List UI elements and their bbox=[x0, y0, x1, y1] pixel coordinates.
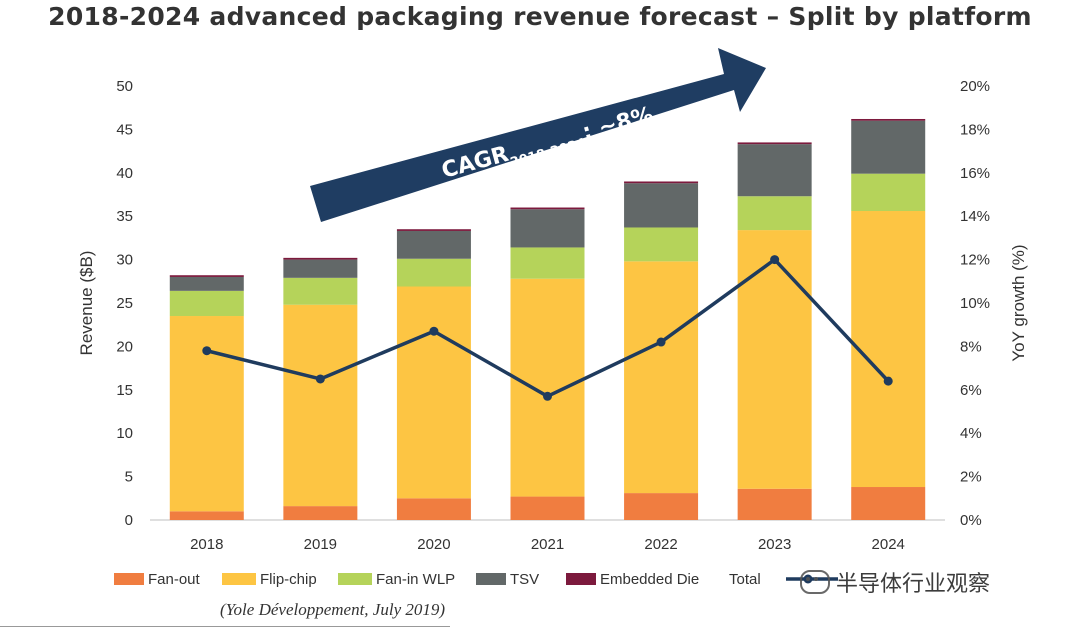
y-tick-label: 45 bbox=[116, 121, 133, 138]
bar-segment-flip-chip bbox=[851, 210, 926, 488]
y-tick-label: 35 bbox=[116, 208, 133, 225]
legend-swatch bbox=[338, 573, 372, 585]
y2-tick-label: 16% bbox=[960, 165, 990, 182]
legend-label: Embedded Die bbox=[600, 571, 699, 588]
y-tick-label: 20 bbox=[116, 338, 133, 355]
watermark-text: 半导体行业观察 bbox=[836, 572, 991, 597]
y-tick-label: 25 bbox=[116, 295, 133, 312]
y-axis-title: Revenue ($B) bbox=[77, 251, 96, 356]
bar-segment-tsv bbox=[169, 276, 244, 291]
chart-title: 2018-2024 advanced packaging revenue for… bbox=[48, 2, 1032, 31]
bar-segment-fan-in-wlp bbox=[624, 227, 699, 262]
legend-swatch bbox=[114, 573, 144, 585]
bar-segment-fan-out bbox=[283, 506, 358, 520]
y-tick-label: 5 bbox=[125, 469, 133, 486]
x-tick-label: 2022 bbox=[644, 536, 677, 553]
bar-segment-fan-in-wlp bbox=[510, 247, 585, 279]
y2-tick-label: 14% bbox=[960, 208, 990, 225]
yoy-point bbox=[429, 326, 439, 336]
bar-segment-flip-chip bbox=[624, 261, 699, 494]
bar-segment-fan-in-wlp bbox=[396, 258, 471, 287]
yoy-point bbox=[656, 337, 666, 347]
y-tick-label: 15 bbox=[116, 382, 133, 399]
bar-segment-fan-in-wlp bbox=[851, 173, 926, 211]
bar-segment-tsv bbox=[510, 209, 585, 248]
bar-segment-fan-in-wlp bbox=[283, 277, 358, 305]
yoy-point bbox=[315, 374, 325, 384]
legend: Fan-out Flip-chip Fan-in WLP TSV Embedded Di… bbox=[114, 571, 838, 588]
y2-tick-label: 10% bbox=[960, 295, 990, 312]
bar-segment-fan-out bbox=[851, 487, 926, 520]
y2-tick-label: 0% bbox=[960, 512, 982, 529]
bar-segment-fan-in-wlp bbox=[169, 290, 244, 317]
legend-swatch bbox=[222, 573, 256, 585]
x-tick-label: 2021 bbox=[531, 536, 564, 553]
y2-tick-label: 8% bbox=[960, 338, 982, 355]
bar-segment-flip-chip bbox=[396, 286, 471, 499]
x-tick-label: 2024 bbox=[872, 536, 905, 553]
y2-tick-label: 12% bbox=[960, 252, 990, 269]
legend-total-label: Total bbox=[729, 571, 761, 588]
bar-segment-flip-chip bbox=[510, 278, 585, 497]
bar-segment-fan-out bbox=[510, 496, 585, 520]
wechat-icon bbox=[800, 570, 830, 594]
y-tick-label: 0 bbox=[125, 512, 133, 529]
y2-axis-title: YoY growth (%) bbox=[1009, 244, 1028, 361]
bar-segment-flip-chip bbox=[283, 304, 358, 507]
watermark: 半导体行业观察 bbox=[800, 566, 990, 598]
y2-tick-label: 18% bbox=[960, 121, 990, 138]
bar-segment-fan-out bbox=[737, 488, 812, 520]
bar-segment-embedded-die bbox=[737, 142, 812, 145]
legend-label: Fan-in WLP bbox=[376, 571, 455, 588]
cagr-arrow-shape bbox=[310, 48, 766, 222]
legend-swatch bbox=[566, 573, 596, 585]
y-tick-label: 40 bbox=[116, 165, 133, 182]
y2-tick-label: 20% bbox=[960, 78, 990, 95]
y-tick-label: 10 bbox=[116, 425, 133, 442]
bar-segment-flip-chip bbox=[169, 316, 244, 512]
y2-tick-label: 2% bbox=[960, 469, 982, 486]
yoy-point bbox=[883, 376, 893, 386]
x-tick-label: 2020 bbox=[417, 536, 450, 553]
legend-label: Flip-chip bbox=[260, 571, 317, 588]
stacked-bars bbox=[169, 118, 926, 520]
x-tick-label: 2018 bbox=[190, 536, 223, 553]
y2-tick-label: 6% bbox=[960, 382, 982, 399]
bar-segment-fan-out bbox=[624, 493, 699, 520]
bar-segment-embedded-die bbox=[510, 207, 585, 210]
y-tick-label: 50 bbox=[116, 78, 133, 95]
source-divider bbox=[0, 626, 450, 627]
y2-tick-label: 4% bbox=[960, 425, 982, 442]
bar-segment-tsv bbox=[851, 120, 926, 174]
bar-segment-embedded-die bbox=[283, 257, 358, 260]
y-tick-label: 30 bbox=[116, 252, 133, 269]
bar-segment-embedded-die bbox=[851, 118, 926, 121]
bar-segment-embedded-die bbox=[624, 181, 699, 184]
legend-label: Fan-out bbox=[148, 571, 201, 588]
legend-swatch bbox=[476, 573, 506, 585]
bar-segment-tsv bbox=[624, 183, 699, 228]
axes: 0 5 10 15 20 25 30 35 40 45 50 0% 2% 4% 6% 8% 10% 12% 14% 1… bbox=[77, 78, 1028, 553]
bar-segment-embedded-die bbox=[396, 229, 471, 231]
bar-segment-embedded-die bbox=[169, 275, 244, 277]
bar-segment-tsv bbox=[283, 259, 358, 278]
bar-segment-tsv bbox=[737, 144, 812, 197]
bar-segment-fan-out bbox=[169, 511, 244, 520]
bar-segment-fan-out bbox=[396, 498, 471, 520]
x-tick-label: 2019 bbox=[304, 536, 337, 553]
yoy-growth-line bbox=[202, 255, 893, 401]
legend-label: TSV bbox=[510, 571, 539, 588]
bar-segment-flip-chip bbox=[737, 230, 812, 489]
yoy-point bbox=[543, 391, 552, 401]
source-note: (Yole Développement, July 2019) bbox=[220, 600, 446, 619]
yoy-point bbox=[202, 346, 212, 356]
bar-segment-tsv bbox=[396, 230, 471, 259]
yoy-point bbox=[770, 255, 780, 265]
bar-segment-fan-in-wlp bbox=[737, 196, 812, 231]
x-tick-label: 2023 bbox=[758, 536, 791, 553]
